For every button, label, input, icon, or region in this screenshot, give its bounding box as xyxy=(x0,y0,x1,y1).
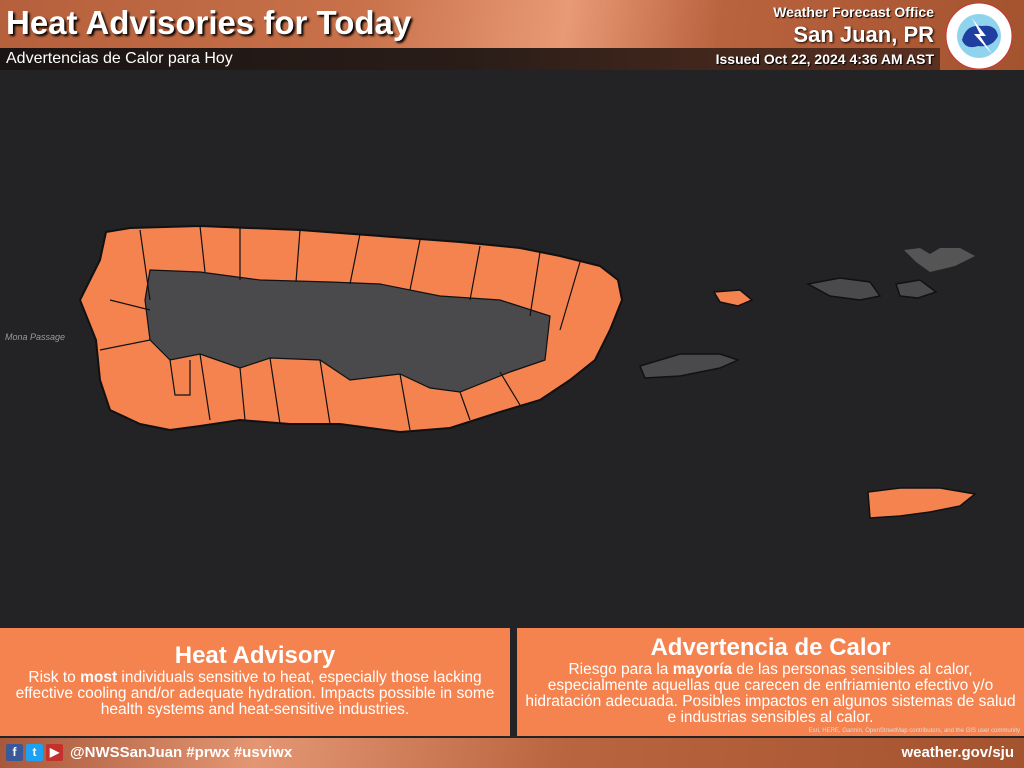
youtube-icon[interactable]: ▶ xyxy=(46,744,63,761)
office-label: Weather Forecast Office xyxy=(773,4,934,20)
municipality-borders xyxy=(99,225,581,431)
subtitle-bar xyxy=(0,48,940,70)
heat-advisory-panel: Heat Advisory Risk to most individuals s… xyxy=(0,628,510,736)
panel-title: Heat Advisory xyxy=(174,642,336,669)
twitter-icon[interactable]: t xyxy=(26,744,43,761)
footer-bar xyxy=(0,738,1024,768)
st-john-island xyxy=(895,279,938,299)
website-link[interactable]: weather.gov/sju xyxy=(901,744,1014,761)
panel-title: Advertencia de Calor xyxy=(650,634,891,661)
map-attribution: Esri, HERE, Garmin, OpenStreetMap contri… xyxy=(808,728,1020,734)
puerto-rico-interior-no-advisory xyxy=(144,269,551,393)
culebra-island xyxy=(712,289,754,307)
mona-passage-label: Mona Passage xyxy=(5,332,66,342)
social-icons: f t ▶ xyxy=(6,744,63,761)
advertencia-panel: Advertencia de Calor Riesgo para la mayo… xyxy=(517,628,1024,736)
office-name: San Juan, PR xyxy=(793,22,934,47)
advisory-map xyxy=(0,70,1024,623)
page-title: Heat Advisories for Today xyxy=(6,4,412,41)
social-handle: @NWSSanJuan #prwx #usviwx xyxy=(70,744,293,761)
st-thomas-island xyxy=(805,277,882,301)
bvi-islands xyxy=(904,248,975,272)
nws-logo-icon xyxy=(945,2,1013,70)
st-croix-island xyxy=(867,487,977,519)
panel-text: Riesgo para la mayoría de las personas s… xyxy=(525,661,1016,726)
page-subtitle: Advertencias de Calor para Hoy xyxy=(6,50,233,67)
facebook-icon[interactable]: f xyxy=(6,744,23,761)
vieques-island xyxy=(638,353,741,379)
issued-time: Issued Oct 22, 2024 4:36 AM AST xyxy=(715,51,934,67)
panel-text: Risk to most individuals sensitive to he… xyxy=(15,669,495,718)
